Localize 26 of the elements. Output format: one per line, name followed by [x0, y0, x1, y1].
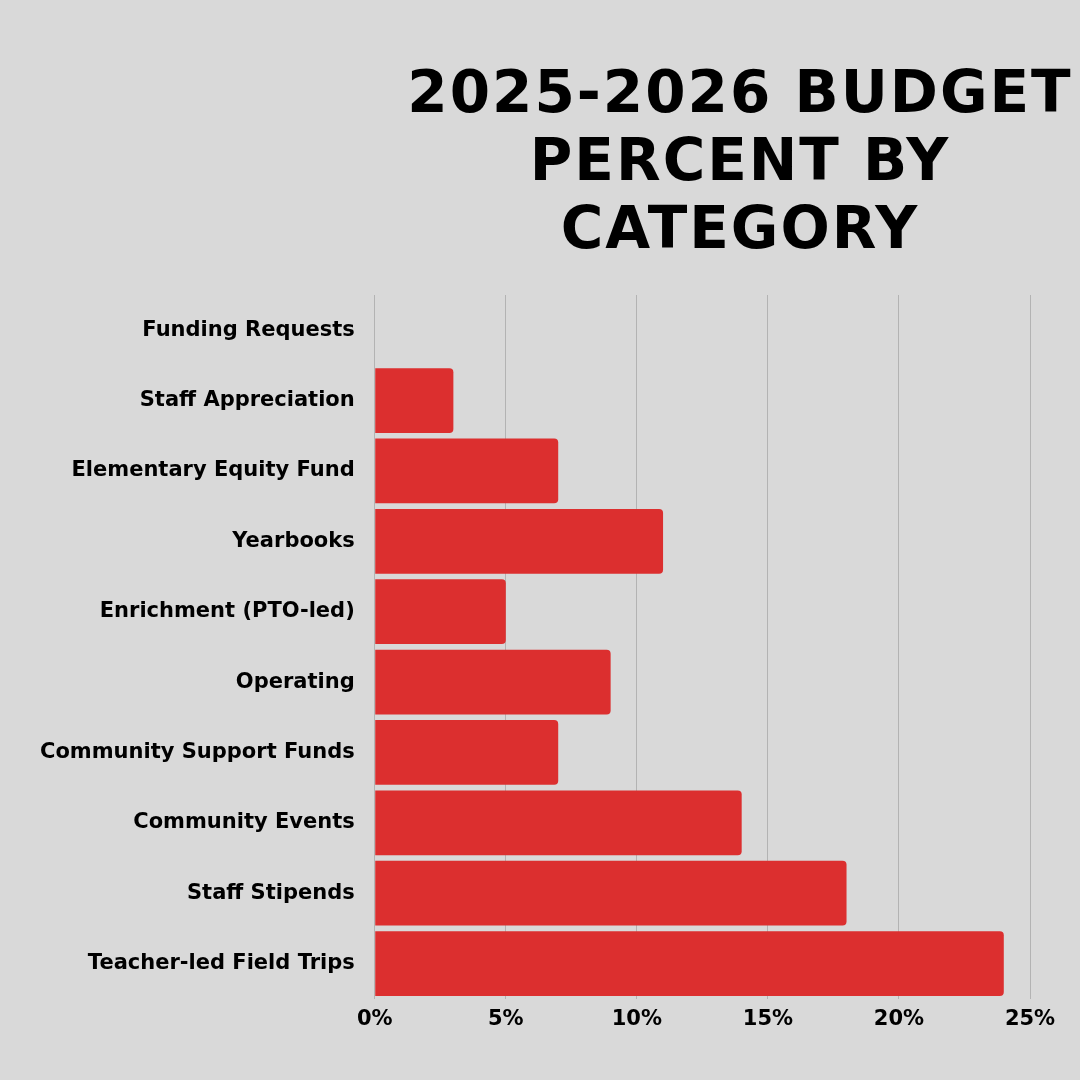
bar — [375, 508, 664, 574]
chart-title: 2025-2026 BUDGET PERCENT BY CATEGORY — [406, 58, 1074, 262]
x-tick-label: 10% — [611, 1005, 662, 1030]
y-tick-label: Enrichment (PTO-led) — [99, 598, 355, 623]
y-tick-label: Elementary Equity Fund — [71, 457, 355, 482]
y-tick-label: Staff Appreciation — [139, 387, 355, 412]
y-tick-label: Operating — [235, 668, 355, 693]
x-tick-label: 15% — [742, 1005, 794, 1030]
bar — [375, 649, 611, 715]
y-tick-label: Funding Requests — [142, 316, 355, 341]
y-tick-label: Community Support Funds — [39, 738, 355, 763]
y-tick-label: Teacher-led Field Trips — [87, 950, 355, 975]
bar — [375, 368, 454, 433]
bar — [375, 579, 506, 645]
x-tick-label: 20% — [873, 1005, 925, 1030]
x-tick-label: 25% — [1004, 1005, 1056, 1030]
y-tick-label: Staff Stipends — [186, 879, 355, 904]
bar — [375, 931, 1004, 996]
y-tick-label: Community Events — [133, 809, 355, 834]
bar — [375, 790, 742, 856]
bar — [375, 438, 559, 504]
bar — [375, 720, 559, 785]
x-tick-label: 0% — [356, 1005, 393, 1030]
bar — [375, 860, 847, 926]
y-tick-label: Yearbooks — [231, 527, 355, 552]
x-tick-label: 5% — [487, 1005, 524, 1030]
